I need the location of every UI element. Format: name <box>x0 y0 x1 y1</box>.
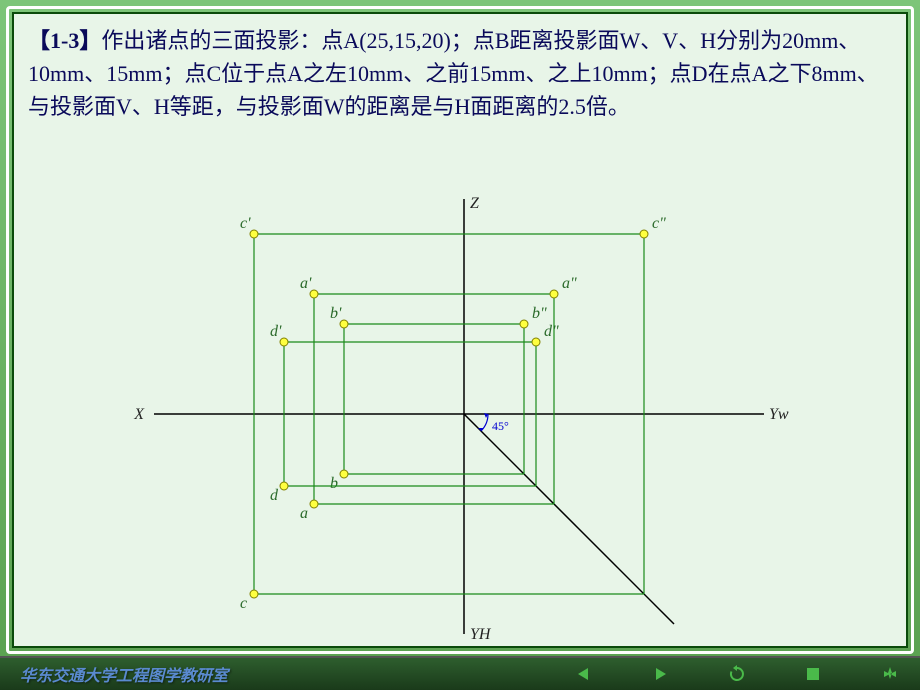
svg-text:c": c" <box>652 215 666 232</box>
svg-text:Yw: Yw <box>769 406 789 423</box>
svg-text:b": b" <box>532 305 547 322</box>
refresh-button[interactable] <box>728 665 746 683</box>
svg-text:b: b <box>330 475 338 492</box>
svg-text:a": a" <box>562 275 577 292</box>
svg-text:a': a' <box>300 275 312 292</box>
diagram-area: Z X Yw YH 45° c' c c" a' a a" b' b b" d' d d" <box>14 194 906 644</box>
inner-frame: 【1-3】作出诸点的三面投影：点A(25,15,20)；点B距离投影面W、V、H… <box>12 12 908 648</box>
svg-text:c': c' <box>240 215 251 232</box>
svg-text:45°: 45° <box>492 419 509 433</box>
question-body: 作出诸点的三面投影：点A(25,15,20)；点B距离投影面W、V、H分别为20… <box>28 28 879 119</box>
svg-text:Z: Z <box>470 195 480 212</box>
prev-button[interactable] <box>576 666 592 682</box>
next-button[interactable] <box>652 666 668 682</box>
svg-text:a: a <box>300 505 308 522</box>
outer-frame: 【1-3】作出诸点的三面投影：点A(25,15,20)；点B距离投影面W、V、H… <box>6 6 914 654</box>
projection-diagram: Z X Yw YH 45° c' c c" a' a a" b' b b" d' d d" <box>14 194 894 644</box>
footer-text: 华东交通大学工程图学教研室 <box>20 662 228 686</box>
svg-text:d": d" <box>544 323 559 340</box>
decoration-icon <box>880 665 900 683</box>
svg-text:d': d' <box>270 323 282 340</box>
svg-text:YH: YH <box>470 626 492 643</box>
svg-text:b': b' <box>330 305 342 322</box>
question-text: 【1-3】作出诸点的三面投影：点A(25,15,20)；点B距离投影面W、V、H… <box>28 24 892 123</box>
svg-text:c: c <box>240 595 247 612</box>
svg-text:d: d <box>270 487 279 504</box>
footer-controls <box>576 665 900 683</box>
footer-bar: 华东交通大学工程图学教研室 <box>0 656 920 690</box>
svg-text:X: X <box>133 406 145 423</box>
stop-button[interactable] <box>806 667 820 681</box>
question-marker: 【1-3】 <box>28 28 101 53</box>
